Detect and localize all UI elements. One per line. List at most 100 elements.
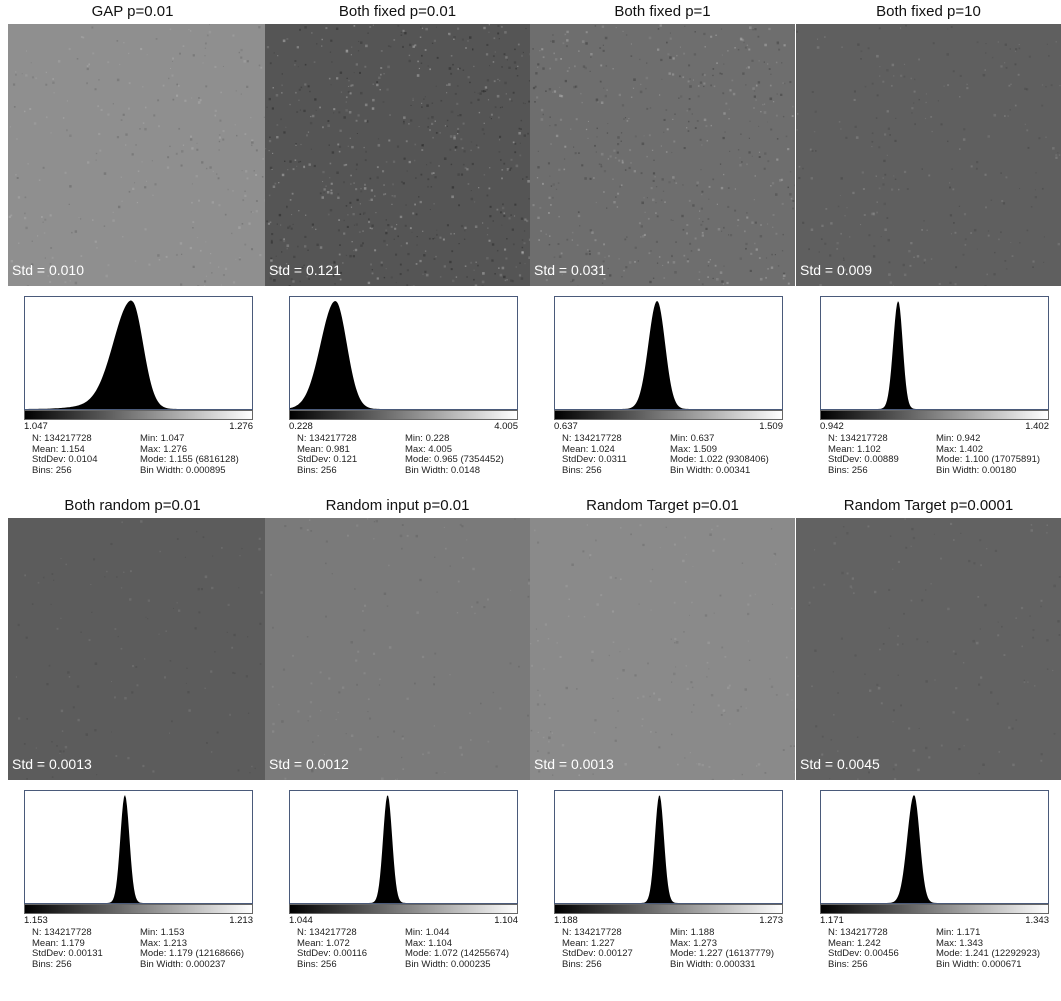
stat-mean: Mean: 1.227 [562,937,615,949]
range-max: 1.402 [1025,421,1049,432]
noise-image: Std = 0.031 [530,24,795,286]
stats-col-left: N: 134217728 Mean: 1.072 StdDev: 0.00116 Bi… [297,927,405,970]
stat-min: Min: 1.044 [405,927,450,938]
stat-n: N: 134217728 [828,433,888,444]
stat-max: Max: 1.104 [405,937,452,949]
stats-col-left: N: 134217728 Mean: 1.024 StdDev: 0.0311 Bin… [562,433,670,476]
range-labels: 0.942 1.402 [820,421,1049,433]
stat-bin-width: Bin Width: 0.000331 [670,958,756,970]
stat-n: N: 134217728 [32,433,92,444]
histogram-distribution [290,795,517,903]
std-label: Std = 0.0012 [269,756,349,772]
panel-title: Both fixed p=10 [876,3,981,20]
stat-max: Max: 1.213 [140,937,187,949]
stats-col-right: Min: 1.171 Max: 1.343 Mode: 1.241 (1229292… [936,927,1061,970]
grayscale-bar [24,904,253,914]
range-labels: 1.153 1.213 [24,915,253,927]
grayscale-bar [289,904,518,914]
range-min: 1.047 [24,421,48,432]
stat-min: Min: 0.228 [405,433,450,444]
stat-mean: Mean: 1.102 [828,443,881,455]
stat-mode: Mode: 1.022 (9308406) [670,454,769,466]
stat-bins: Bins: 256 [297,464,337,476]
histogram [289,296,518,410]
range-labels: 1.171 1.343 [820,915,1049,927]
stat-max: Max: 1.343 [936,937,983,949]
stats-col-left: N: 134217728 Mean: 1.179 StdDev: 0.00131 Bi… [32,927,140,970]
stat-stddev: StdDev: 0.121 [297,454,358,466]
stat-mode: Mode: 1.179 (12168666) [140,948,245,960]
stat-bins: Bins: 256 [32,464,72,476]
panel-title: Both random p=0.01 [64,497,201,514]
range-max: 1.104 [494,915,518,926]
range-labels: 1.188 1.273 [554,915,783,927]
noise-image: Std = 0.0013 [530,518,795,780]
stat-stddev: StdDev: 0.00127 [562,948,633,960]
stat-mode: Mode: 1.100 (17075891) [936,454,1041,466]
stats-col-right: Min: 0.942 Max: 1.402 Mode: 1.100 (1707589… [936,433,1061,476]
stat-mode: Mode: 1.155 (6816128) [140,454,239,466]
range-min: 1.171 [820,915,844,926]
panel: Random Target p=0.01 Std = 0.0013 1.188 1.2… [530,494,795,988]
panel: Random input p=0.01 Std = 0.0012 1.044 1.10… [265,494,530,988]
stat-stddev: StdDev: 0.00131 [32,948,103,960]
grayscale-bar [24,410,253,420]
stat-bin-width: Bin Width: 0.000237 [140,958,226,970]
stats-col-left: N: 134217728 Mean: 1.154 StdDev: 0.0104 Bin… [32,433,140,476]
range-max: 1.273 [759,915,783,926]
histogram-distribution [555,795,782,903]
stat-bin-width: Bin Width: 0.000235 [405,958,491,970]
noise-image: Std = 0.009 [796,24,1061,286]
panel: Both fixed p=0.01 Std = 0.121 0.228 4.005 N:… [265,0,530,494]
histogram-distribution [555,301,782,409]
grayscale-bar [820,904,1049,914]
stats-col-left: N: 134217728 Mean: 1.102 StdDev: 0.00889 Bi… [828,433,936,476]
stat-min: Min: 1.171 [936,927,981,938]
std-label: Std = 0.0013 [534,756,614,772]
stat-min: Min: 1.047 [140,433,185,444]
std-label: Std = 0.009 [800,262,873,278]
stat-mode: Mode: 0.965 (7354452) [405,454,504,466]
stat-bin-width: Bin Width: 0.0148 [405,464,480,476]
noise-image: Std = 0.0045 [796,518,1061,780]
stats-col-right: Min: 0.637 Max: 1.509 Mode: 1.022 (9308406… [670,433,795,476]
stat-n: N: 134217728 [32,927,92,938]
range-min: 0.637 [554,421,578,432]
stat-n: N: 134217728 [297,927,357,938]
panel-title: Random input p=0.01 [325,497,470,514]
range-labels: 0.228 4.005 [289,421,518,433]
grayscale-bar [554,904,783,914]
panel-title: Random Target p=0.0001 [843,497,1014,514]
range-labels: 1.044 1.104 [289,915,518,927]
histogram-distribution [25,795,252,903]
stat-bin-width: Bin Width: 0.00180 [936,464,1017,476]
stat-stddev: StdDev: 0.00116 [297,948,368,960]
stat-bin-width: Bin Width: 0.000671 [936,958,1022,970]
range-labels: 1.047 1.276 [24,421,253,433]
histogram [820,790,1049,904]
stat-min: Min: 1.153 [140,927,185,938]
grayscale-bar [554,410,783,420]
stat-bins: Bins: 256 [562,464,602,476]
stat-bin-width: Bin Width: 0.00341 [670,464,751,476]
stat-bin-width: Bin Width: 0.000895 [140,464,226,476]
grayscale-bar [289,410,518,420]
stat-stddev: StdDev: 0.00889 [828,454,899,466]
range-min: 1.188 [554,915,578,926]
std-label: Std = 0.0013 [12,756,92,772]
panel-title: Random Target p=0.01 [586,497,739,514]
stat-max: Max: 1.402 [936,443,983,455]
noise-image: Std = 0.0013 [8,518,265,780]
range-labels: 0.637 1.509 [554,421,783,433]
range-min: 1.044 [289,915,313,926]
stat-min: Min: 0.942 [936,433,981,444]
panel-title: GAP p=0.01 [91,3,174,20]
histogram [24,790,253,904]
stat-mean: Mean: 1.179 [32,937,85,949]
stat-mode: Mode: 1.227 (16137779) [670,948,775,960]
std-label: Std = 0.010 [12,262,85,278]
histogram [554,296,783,410]
stat-mean: Mean: 0.981 [297,443,350,455]
panel: Random Target p=0.0001 Std = 0.0045 1.171 1… [796,494,1061,988]
stat-bins: Bins: 256 [828,958,868,970]
